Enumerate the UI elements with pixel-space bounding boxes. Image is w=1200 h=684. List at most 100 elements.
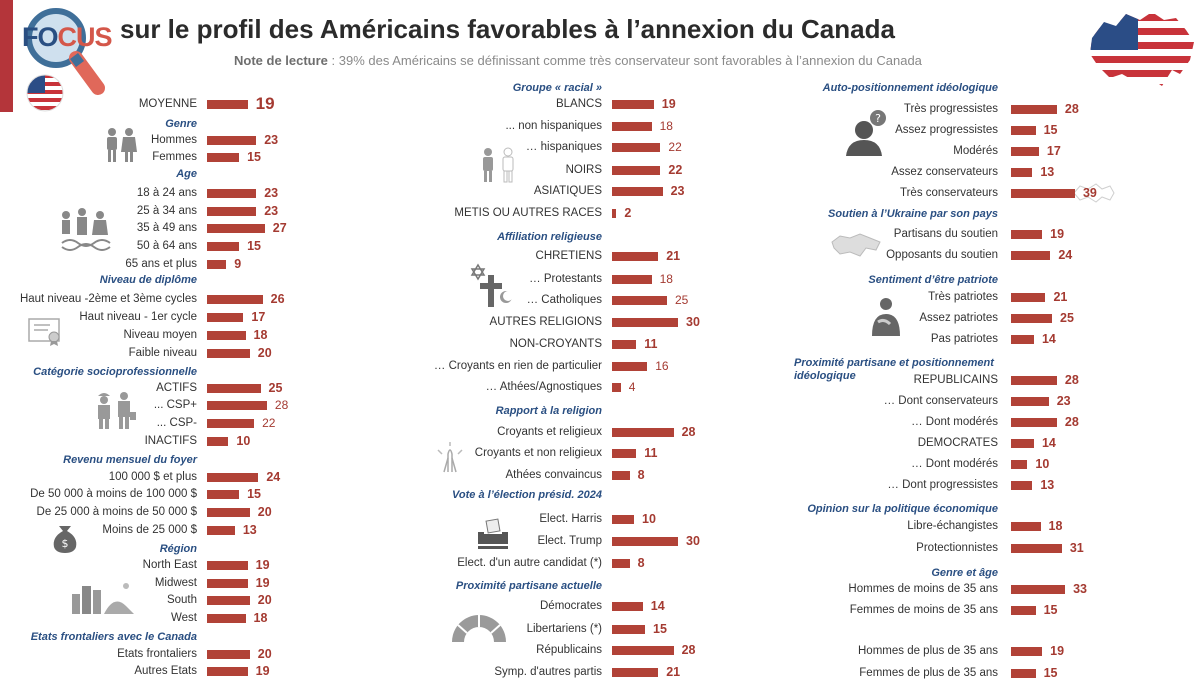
data-label: 23 bbox=[1056, 394, 1071, 408]
bar-label: Très progressistes bbox=[903, 103, 998, 115]
data-label: 23 bbox=[264, 133, 279, 147]
bar-label: 35 à 49 ans bbox=[136, 222, 197, 234]
section-title-genre: Genre bbox=[165, 118, 197, 130]
bar-symp-d-autres-partis bbox=[612, 668, 659, 677]
data-label: 14 bbox=[650, 599, 665, 613]
data-label: 24 bbox=[1058, 248, 1073, 262]
bar-libre-echangistes bbox=[1011, 522, 1041, 531]
bar-row-west: West bbox=[0, 610, 197, 626]
section-title-auto-positionnement-ideologique: Auto-positionnement idéologique bbox=[822, 82, 998, 94]
data-label: 28 bbox=[681, 425, 696, 439]
bar-assez-patriotes bbox=[1011, 314, 1052, 323]
bar-democrates bbox=[612, 602, 643, 611]
section-title-categorie-socioprofessionnelle: Catégorie socioprofessionnelle bbox=[33, 366, 197, 378]
bar-row-haut-niveau-2eme-et-3eme-cycles: Haut niveau -2ème et 3ème cycles bbox=[0, 291, 197, 307]
data-label: 13 bbox=[242, 523, 257, 537]
bar-label: ... CSP- bbox=[156, 417, 197, 429]
bar-label: West bbox=[171, 612, 197, 624]
bar-row-moderes: Modérés bbox=[678, 143, 998, 159]
bar-dont-conservateurs bbox=[1011, 397, 1049, 406]
data-label: 15 bbox=[1043, 666, 1058, 680]
data-label: 18 bbox=[253, 328, 268, 342]
bar-label: INACTIFS bbox=[144, 435, 197, 447]
diploma-icon bbox=[28, 318, 60, 346]
data-label: 14 bbox=[1041, 436, 1056, 450]
section-title-soutien-a-l-ukraine-par-son-pays: Soutien à l’Ukraine par son pays bbox=[828, 208, 998, 220]
bar-label: … Dont progressistes bbox=[887, 479, 998, 491]
bar-democrates bbox=[1011, 439, 1034, 448]
bar-label: Niveau moyen bbox=[123, 329, 197, 341]
bar-tres-patriotes bbox=[1011, 293, 1046, 302]
reading-note-text: : 39% des Américains se définissant comm… bbox=[327, 53, 922, 68]
data-label: 21 bbox=[1053, 290, 1068, 304]
bar-label: Assez conservateurs bbox=[891, 166, 998, 178]
bar-row-croyants-et-non-religieux: Croyants et non religieux bbox=[282, 445, 602, 461]
ballot-box-icon bbox=[478, 518, 508, 549]
bar-label: … Dont conservateurs bbox=[883, 395, 998, 407]
bar-de-25-000-a-moins-de-50-000 bbox=[207, 508, 250, 517]
svg-text:$: $ bbox=[62, 537, 69, 550]
bar-label: 100 000 $ et plus bbox=[108, 471, 197, 483]
data-label: 33 bbox=[1073, 582, 1088, 596]
data-label: 27 bbox=[272, 221, 287, 235]
bar-row-opposants-du-soutien: Opposants du soutien bbox=[678, 247, 998, 263]
praying-hands-icon bbox=[437, 442, 463, 473]
bar-non-hispaniques bbox=[612, 122, 652, 131]
bar-croyants-et-religieux bbox=[612, 428, 674, 437]
bar-row-tres-conservateurs: Très conservateurs bbox=[678, 185, 998, 201]
bar-label: Haut niveau - 1er cycle bbox=[79, 311, 197, 323]
data-label: 8 bbox=[637, 468, 645, 482]
bar-row-dont-conservateurs: … Dont conservateurs bbox=[678, 393, 998, 409]
bar-femmes bbox=[207, 153, 240, 162]
bar-row-democrates: DEMOCRATES bbox=[678, 435, 998, 451]
data-label: 13 bbox=[1040, 478, 1055, 492]
bar-row-de-50-000-a-moins-de-100-000: De 50 000 à moins de 100 000 $ bbox=[0, 486, 197, 502]
data-label: 15 bbox=[1043, 603, 1058, 617]
us-flag-icon bbox=[26, 74, 64, 112]
bar-label: … Croyants en rien de particulier bbox=[433, 360, 602, 372]
bar-row-protectionnistes: Protectionnistes bbox=[678, 540, 998, 556]
data-label: 17 bbox=[1046, 144, 1061, 158]
bar-row-athees-convaincus: Athées convaincus bbox=[282, 467, 602, 483]
people-gender-icon bbox=[107, 128, 137, 162]
bar-row-haut-niveau-1er-cycle: Haut niveau - 1er cycle bbox=[0, 309, 197, 325]
data-label: 2 bbox=[624, 206, 632, 220]
bar-row-dont-progressistes: … Dont progressistes bbox=[678, 477, 998, 493]
bar-row-dont-moderes: … Dont modérés bbox=[678, 456, 998, 472]
bar-50-a-64-ans bbox=[207, 242, 240, 251]
bar-row-hommes-de-plus-de-35-ans: Hommes de plus de 35 ans bbox=[678, 643, 998, 659]
bar-asiatiques bbox=[612, 187, 663, 196]
data-label: 31 bbox=[1069, 541, 1084, 555]
bar-label: AUTRES RELIGIONS bbox=[489, 316, 602, 328]
bar-label: Femmes bbox=[152, 151, 197, 163]
section-title-vote-a-l-election-presid-2024: Vote à l’élection présid. 2024 bbox=[452, 489, 602, 501]
data-label: 8 bbox=[637, 556, 645, 570]
bar-hispaniques bbox=[612, 143, 661, 152]
bar-row-18-a-24-ans: 18 à 24 ans bbox=[0, 185, 197, 201]
bar-assez-conservateurs bbox=[1011, 168, 1033, 177]
bar-row-catholiques: … Catholiques bbox=[282, 292, 602, 308]
bar-row-elect-harris: Elect. Harris bbox=[282, 511, 602, 527]
reading-note: Note de lecture : 39% des Américains se … bbox=[234, 53, 922, 68]
bar-row-hommes-de-moins-de-35-ans: Hommes de moins de 35 ans bbox=[678, 581, 998, 597]
logo-fo: FO bbox=[22, 22, 58, 52]
bar-row-25-a-34-ans: 25 à 34 ans bbox=[0, 203, 197, 219]
bar-row-asiatiques: ASIATIQUES bbox=[282, 183, 602, 199]
data-label: 15 bbox=[653, 622, 667, 636]
section-title-region: Région bbox=[159, 543, 197, 555]
bar-north-east bbox=[207, 561, 248, 570]
bar-niveau-moyen bbox=[207, 331, 246, 340]
data-label: 25 bbox=[675, 293, 689, 307]
reading-note-label: Note de lecture bbox=[234, 53, 328, 68]
bar-row-actifs: ACTIFS bbox=[0, 380, 197, 396]
bar-label: 18 à 24 ans bbox=[136, 187, 197, 199]
bar-label: Athées convaincus bbox=[505, 469, 602, 481]
bar-row-de-25-000-a-moins-de-50-000: De 25 000 à moins de 50 000 $ bbox=[0, 504, 197, 520]
bar-label: … Protestants bbox=[529, 273, 602, 285]
left-accent-stripe bbox=[0, 0, 13, 112]
data-label: 21 bbox=[666, 665, 681, 679]
bar-label: REPUBLICAINS bbox=[913, 374, 998, 386]
bar-elect-harris bbox=[612, 515, 634, 524]
data-label: 10 bbox=[236, 434, 251, 448]
